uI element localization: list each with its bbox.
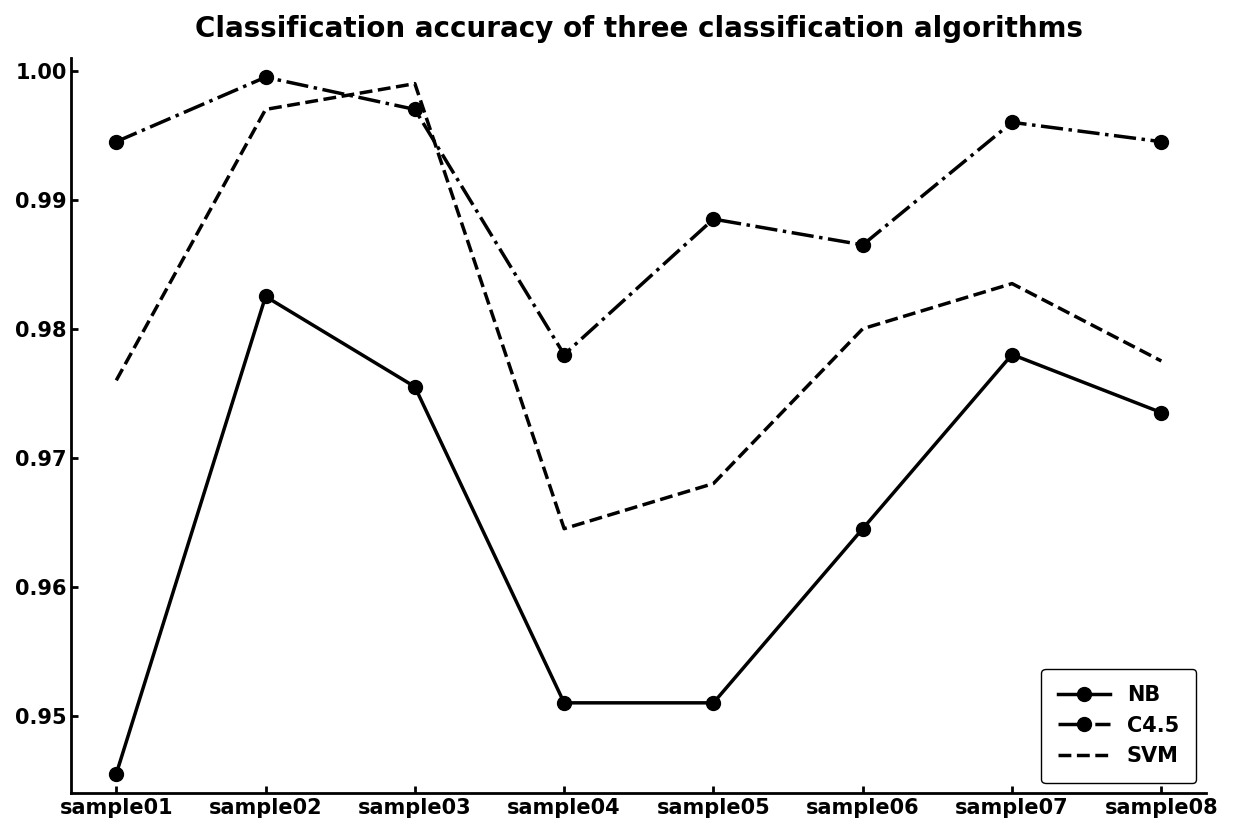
- SVM: [856, 324, 870, 334]
- NB: [557, 698, 572, 708]
- SVM: [1154, 356, 1169, 366]
- SVM: [258, 104, 273, 114]
- Legend: NB, C4.5, SVM: NB, C4.5, SVM: [1042, 669, 1195, 783]
- Title: Classification accuracy of three classification algorithms: Classification accuracy of three classif…: [195, 15, 1083, 43]
- NB: [1154, 407, 1169, 417]
- NB: [1004, 350, 1019, 360]
- SVM: [408, 78, 423, 88]
- C4.5: [557, 350, 572, 360]
- NB: [856, 524, 870, 534]
- C4.5: [408, 104, 423, 114]
- Line: C4.5: C4.5: [109, 70, 1168, 362]
- SVM: [1004, 278, 1019, 288]
- C4.5: [706, 214, 720, 224]
- NB: [109, 769, 124, 779]
- C4.5: [1004, 117, 1019, 127]
- C4.5: [1154, 137, 1169, 147]
- SVM: [706, 478, 720, 488]
- Line: SVM: SVM: [117, 83, 1162, 529]
- C4.5: [258, 72, 273, 82]
- NB: [706, 698, 720, 708]
- C4.5: [109, 137, 124, 147]
- Line: NB: NB: [109, 290, 1168, 781]
- NB: [258, 292, 273, 302]
- NB: [408, 382, 423, 392]
- SVM: [557, 524, 572, 534]
- C4.5: [856, 240, 870, 250]
- SVM: [109, 376, 124, 386]
